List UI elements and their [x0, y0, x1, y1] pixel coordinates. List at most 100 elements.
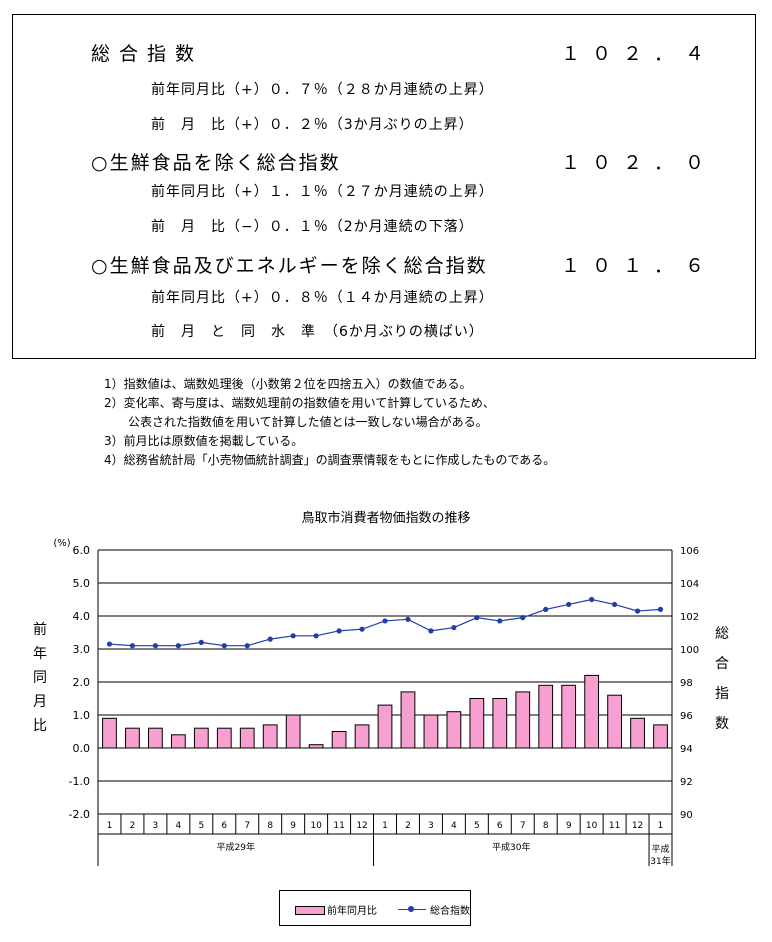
bar: [561, 684, 577, 749]
year-label: 平成30年: [492, 841, 530, 853]
line-point: [267, 636, 273, 642]
headline-label: 総合指数: [91, 43, 204, 65]
bar: [331, 731, 347, 749]
month-label: 3: [428, 821, 434, 831]
core-mom: 前 月 比（−）０．１％（2か月連続の下落）: [151, 219, 474, 235]
bar: [607, 694, 622, 749]
bar: [538, 684, 554, 749]
month-label: 9: [290, 821, 296, 831]
line-point: [520, 615, 526, 621]
month-label: 12: [632, 821, 643, 831]
line-point: [589, 596, 595, 603]
month-label: 2: [405, 821, 411, 831]
line-point: [336, 628, 342, 634]
line-point: [382, 618, 388, 624]
bar: [469, 698, 485, 749]
bar: [492, 698, 508, 749]
legend-bar-swatch: [295, 906, 325, 915]
y-tick-label-right: 98: [680, 678, 693, 689]
core-yoy: 前年同月比（+）１．１％（２７か月連続の上昇）: [151, 184, 494, 200]
bar: [446, 711, 462, 749]
footnote: 1）指数値は、端数処理後（小数第２位を四捨五入）の数値である。: [104, 377, 472, 391]
bar: [377, 704, 393, 749]
y-axis-title-right-char: 数: [715, 716, 729, 732]
corecore-yoy: 前年同月比（+）０．８％（１４か月連続の上昇）: [151, 290, 494, 306]
line-point: [634, 608, 641, 614]
line-point: [474, 615, 480, 621]
y-tick-label-right: 94: [680, 744, 693, 755]
month-label: 10: [586, 821, 598, 831]
month-label: 9: [566, 821, 572, 831]
bar: [584, 674, 600, 749]
bar: [630, 717, 645, 749]
legend-bar-label: 前年同月比: [327, 906, 377, 917]
corecore-value: １０１．６: [561, 255, 717, 277]
headline-mom: 前 月 比（+）０．２％（3か月ぶりの上昇）: [151, 117, 474, 133]
line-point: [543, 606, 549, 612]
month-label: 11: [333, 821, 344, 831]
month-label: 7: [520, 821, 526, 831]
y-axis-title-left-char: 比: [33, 718, 47, 734]
summary-box: 総合指数 １０２．４ 前年同月比（+）０．７％（２８か月連続の上昇） 前 月 比…: [12, 14, 756, 359]
y-tick-label-left: 5.0: [73, 577, 91, 590]
bar: [653, 724, 668, 749]
month-label: 5: [198, 821, 204, 831]
line-point: [198, 639, 204, 645]
y-tick-label-left: -1.0: [69, 775, 90, 788]
footnote: 公表された指数値を用いて計算した値とは一致しない場合がある。: [104, 415, 488, 429]
month-label: 4: [175, 821, 181, 831]
y-tick-label-left: 4.0: [73, 610, 91, 623]
footnote: 3）前月比は原数値を掲載している。: [104, 434, 304, 448]
year-label: 平成29年: [217, 841, 255, 853]
line-point: [313, 633, 319, 639]
headline-yoy: 前年同月比（+）０．７％（２８か月連続の上昇）: [151, 82, 494, 98]
corecore-label: ○生鮮食品及びエネルギーを除く総合指数: [91, 255, 488, 277]
y-tick-label-right: 106: [680, 546, 699, 557]
line-point: [405, 616, 411, 622]
footnotes: 1）指数値は、端数処理後（小数第２位を四捨五入）の数値である。 2）変化率、寄与…: [104, 375, 555, 470]
line-point: [428, 628, 434, 634]
line-point: [152, 643, 158, 649]
month-label: 6: [497, 821, 503, 831]
chart-legend: 前年同月比 総合指数: [279, 890, 471, 926]
y-tick-label-left: 0.0: [73, 742, 91, 755]
bar: [148, 727, 163, 749]
line-point: [129, 643, 136, 649]
month-label: 3: [153, 821, 159, 831]
month-label: 8: [267, 821, 273, 831]
bar: [285, 714, 301, 749]
month-label: 10: [310, 821, 322, 831]
bar: [262, 724, 278, 749]
y-tick-label-left: -2.0: [69, 808, 90, 821]
y-axis-title-right-char: 合: [715, 656, 729, 672]
y-axis-title-left-char: 年: [33, 646, 47, 662]
core-label: ○生鮮食品を除く総合指数: [91, 152, 341, 174]
footnote: 4）総務省統計局「小売物価統計調査」の調査票情報をもとに作成したものである。: [104, 453, 556, 467]
y-unit-label: (%): [53, 538, 70, 549]
line-point: [566, 601, 572, 608]
month-label: 8: [543, 821, 549, 831]
legend-line-label: 総合指数: [430, 906, 470, 917]
footnote: 2）変化率、寄与度は、端数処理前の指数値を用いて計算しているため、: [104, 396, 495, 410]
y-axis-title-left-char: 同: [33, 670, 47, 686]
month-label: 1: [107, 821, 113, 831]
month-label: 12: [356, 821, 367, 831]
y-tick-label-right: 96: [680, 711, 693, 722]
line-point: [221, 643, 227, 649]
chart-title: 鳥取市消費者物価指数の推移: [301, 511, 471, 526]
legend-line-marker: [408, 906, 414, 912]
y-tick-label-left: 6.0: [73, 544, 91, 557]
corecore-mom: 前 月 と 同 水 準 （6か月ぶりの横ばい）: [151, 324, 484, 340]
line-point: [175, 643, 181, 649]
headline-value: １０２．４: [561, 43, 717, 65]
month-label: 6: [221, 821, 227, 831]
month-label: 1: [382, 821, 388, 831]
month-label: 5: [474, 821, 480, 831]
y-tick-label-left: 1.0: [73, 709, 91, 722]
y-tick-label-left: 2.0: [73, 676, 91, 689]
line-point: [612, 601, 618, 608]
cpi-chart: 6.05.04.03.02.01.00.0-1.0-2.010610410210…: [33, 538, 729, 867]
bar: [423, 714, 439, 749]
line-point: [290, 633, 296, 639]
month-label: 7: [244, 821, 250, 831]
